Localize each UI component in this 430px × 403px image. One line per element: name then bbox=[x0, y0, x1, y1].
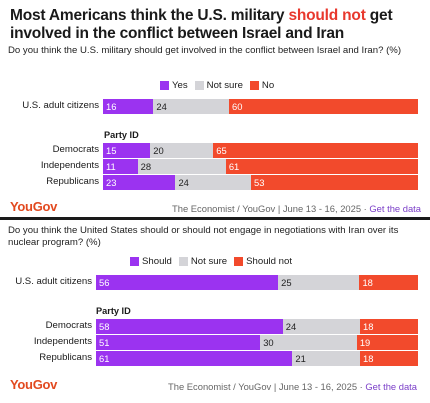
bar-segment-not-sure: 25 bbox=[278, 275, 360, 290]
legend-label: No bbox=[261, 80, 275, 91]
bar-segment-not-sure: 24 bbox=[175, 175, 252, 190]
legend-label: Not sure bbox=[206, 80, 243, 91]
bar-segment-not-sure: 21 bbox=[292, 351, 361, 366]
legend-item-not-sure: Not sure bbox=[194, 80, 243, 91]
bar-segment-yes: 15 bbox=[103, 143, 151, 158]
yougov-logo: YouGov bbox=[10, 377, 58, 392]
stacked-bar: 15 20 65 bbox=[103, 143, 418, 158]
party-id-label-1: Party ID bbox=[104, 130, 139, 140]
bar-segment-not-sure: 24 bbox=[153, 99, 229, 114]
yougov-logo: YouGov bbox=[10, 199, 58, 214]
get-data-link[interactable]: Get the data bbox=[365, 381, 417, 392]
legend-swatch bbox=[178, 257, 188, 266]
legend-label: Should not bbox=[246, 256, 293, 267]
row-label: Democrats bbox=[52, 144, 99, 155]
stacked-bar: 16 24 60 bbox=[103, 99, 418, 114]
legend-label: Should bbox=[142, 256, 172, 267]
bar-segment-no: 60 bbox=[228, 99, 418, 114]
bar-segment-yes: 11 bbox=[103, 159, 138, 174]
get-data-link[interactable]: Get the data bbox=[369, 203, 421, 214]
legend-swatch bbox=[234, 257, 244, 266]
bar-segment-not-sure: 30 bbox=[260, 335, 357, 350]
bar-segment-no: 65 bbox=[213, 143, 418, 158]
legend-item-no: No bbox=[249, 80, 275, 91]
legend-swatch bbox=[130, 257, 139, 266]
bar-segment-no: 53 bbox=[251, 175, 418, 190]
legend-item-should: Should bbox=[130, 256, 172, 267]
legend-swatch bbox=[160, 81, 169, 90]
stacked-bar: 61 21 18 bbox=[96, 351, 418, 366]
stacked-bar: 58 24 18 bbox=[96, 319, 418, 334]
bar-segment-no: 61 bbox=[225, 159, 418, 174]
bar-segment-should-not: 18 bbox=[359, 275, 418, 290]
bar-segment-should-not: 18 bbox=[360, 319, 418, 334]
legend-label: Yes bbox=[172, 80, 188, 91]
row-label: Democrats bbox=[45, 320, 92, 331]
bar-segment-should: 51 bbox=[96, 335, 261, 350]
stacked-bar: 11 28 61 bbox=[103, 159, 418, 174]
bar-segment-not-sure: 24 bbox=[282, 319, 361, 334]
row-label: Independents bbox=[33, 336, 92, 347]
bar-segment-should-not: 19 bbox=[356, 335, 418, 350]
stacked-bar: 51 30 19 bbox=[96, 335, 418, 350]
row-label: Republicans bbox=[39, 352, 92, 363]
party-id-label-2: Party ID bbox=[96, 306, 131, 316]
legend-item-not-sure: Not sure bbox=[178, 256, 228, 267]
row-label: U.S. adult citizens bbox=[15, 276, 92, 287]
legend-swatch bbox=[194, 81, 204, 90]
row-label: U.S. adult citizens bbox=[22, 100, 99, 111]
bar-segment-should: 56 bbox=[96, 275, 279, 290]
bar-segment-not-sure: 28 bbox=[137, 159, 226, 174]
title-post: get involved in the conflict between Isr… bbox=[10, 7, 393, 42]
title-pre: Most Americans think the U.S. military bbox=[10, 7, 289, 24]
bar-segment-should: 58 bbox=[96, 319, 283, 334]
bar-segment-should: 61 bbox=[96, 351, 293, 366]
source-2: The Economist / YouGov | June 13 - 16, 2… bbox=[168, 381, 417, 392]
row-label: Independents bbox=[40, 160, 99, 171]
bar-segment-yes: 23 bbox=[103, 175, 176, 190]
legend-2: Should Not sure Should not bbox=[130, 256, 292, 267]
title-highlight: should not bbox=[288, 7, 366, 24]
legend-swatch bbox=[249, 81, 259, 90]
source-text: The Economist / YouGov | June 13 - 16, 2… bbox=[168, 381, 366, 392]
legend-1: Yes Not sure No bbox=[160, 80, 274, 91]
bar-segment-should-not: 18 bbox=[360, 351, 418, 366]
stacked-bar: 23 24 53 bbox=[103, 175, 418, 190]
legend-item-yes: Yes bbox=[160, 80, 188, 91]
row-label: Republicans bbox=[46, 176, 99, 187]
bar-segment-yes: 16 bbox=[103, 99, 154, 114]
stacked-bar: 56 25 18 bbox=[96, 275, 418, 290]
chart-title: Most Americans think the U.S. military s… bbox=[10, 7, 425, 43]
panel-divider bbox=[0, 217, 430, 220]
bar-segment-not-sure: 20 bbox=[150, 143, 214, 158]
source-text: The Economist / YouGov | June 13 - 16, 2… bbox=[172, 203, 370, 214]
question-1: Do you think the U.S. military should ge… bbox=[8, 45, 402, 56]
source-1: The Economist / YouGov | June 13 - 16, 2… bbox=[172, 203, 421, 214]
legend-item-should-not: Should not bbox=[234, 256, 292, 267]
question-2: Do you think the United States should or… bbox=[8, 225, 399, 248]
legend-label: Not sure bbox=[190, 256, 228, 267]
